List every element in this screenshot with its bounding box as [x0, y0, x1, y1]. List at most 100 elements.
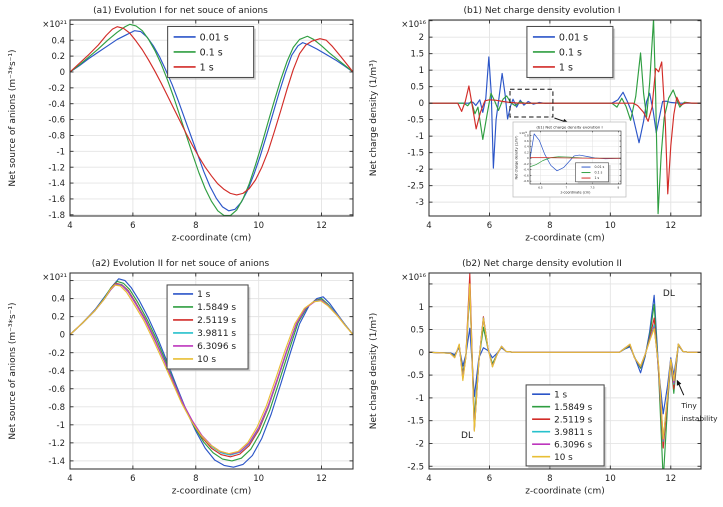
- x-axis-label: z-coordinate (cm): [525, 234, 605, 244]
- svg-text:0.5: 0.5: [410, 83, 424, 93]
- legend-box: 0.01 s0.1 s1 s: [526, 25, 616, 80]
- legend-entry: 6.3096 s: [197, 342, 236, 352]
- legend-entry: 3.9811 s: [554, 428, 593, 438]
- legend-entry: 1 s: [559, 62, 573, 73]
- svg-text:-1: -1: [416, 132, 424, 142]
- axis-ticks: [69, 273, 353, 469]
- inset-chart: 6.5 7 7.5 8 0.8 0.6 0.40.2 0 -0.2 -0.4-0.6 -0.8 (b1…: [515, 124, 622, 195]
- svg-text:10: 10: [253, 221, 264, 231]
- chart-b2: 4 6 8 10 12 1 0.5 0 -0.5 -1 -1.5 -2 -2.5 (b2) Net cha…: [369, 259, 718, 497]
- legend-entry: 10 s: [197, 355, 216, 365]
- svg-text:4: 4: [426, 221, 431, 231]
- panel-a2-net-source-evolution-2: 4 6 8 10 12 0.4 0.2 0 -0.2 -0.4 -0.6 -0.8 -1 -1.2 -1.4…: [0, 253, 361, 507]
- svg-text:0.4: 0.4: [51, 295, 65, 305]
- y-axis-label: Net charge density (1/m³): [369, 60, 379, 177]
- svg-text:-0.5: -0.5: [407, 371, 424, 381]
- svg-text:-1: -1: [57, 421, 65, 431]
- axis-multiplier: ×10²¹: [42, 20, 67, 30]
- svg-text:6: 6: [130, 221, 135, 231]
- annotation-text: Tiny: [680, 401, 697, 410]
- annotation-dashed-rect: [509, 88, 554, 118]
- svg-text:-0.6: -0.6: [48, 116, 65, 126]
- chart-a2: 4 6 8 10 12 0.4 0.2 0 -0.2 -0.4 -0.6 -0.8 -1 -1.2 -1.4…: [8, 259, 354, 497]
- y-axis-label: Net source of anions (m⁻³*s⁻¹): [8, 302, 18, 439]
- legend-entry: 2.5119 s: [554, 415, 593, 425]
- svg-text:0: 0: [527, 156, 529, 160]
- svg-text:-0.2: -0.2: [523, 162, 529, 166]
- svg-text:1.5: 1.5: [410, 50, 424, 60]
- svg-text:-2.5: -2.5: [407, 462, 424, 472]
- x-axis-label: z-coordinate (cm): [172, 487, 252, 497]
- svg-text:-1.5: -1.5: [407, 149, 424, 159]
- svg-text:2: 2: [419, 33, 424, 43]
- svg-text:10: 10: [605, 474, 616, 484]
- svg-text:-2: -2: [416, 165, 424, 175]
- plot-frame: [428, 19, 702, 217]
- legend-entry: 1 s: [554, 390, 567, 400]
- svg-text:0.2: 0.2: [51, 52, 65, 62]
- chart-title: (b1) Net charge density evolution I: [536, 124, 602, 129]
- axis-multiplier: ×10¹⁶: [401, 20, 426, 30]
- svg-text:-3: -3: [416, 198, 424, 208]
- legend-entry: 1.5849 s: [197, 303, 236, 313]
- series-1s: [70, 26, 353, 196]
- svg-text:1: 1: [419, 303, 424, 313]
- legend-entry: 1 s: [200, 62, 214, 73]
- svg-text:8: 8: [193, 474, 198, 484]
- x-axis-label: z-coordinate (cm): [525, 487, 605, 497]
- svg-text:12: 12: [316, 474, 327, 484]
- svg-text:0.2: 0.2: [51, 313, 65, 323]
- y-axis-label: Net source of anions (m⁻³*s⁻¹): [8, 49, 18, 186]
- x-axis-label: z-coordinate (cm): [172, 234, 252, 244]
- axis-ticks: [428, 20, 701, 216]
- annotation-text: DL: [461, 431, 473, 441]
- axis-multiplier: ×10¹⁴: [519, 131, 527, 135]
- svg-text:0: 0: [60, 331, 65, 341]
- legend-box: 1 s 1.5849 s 2.5119 s 3.9811 s 6.3096 s 10 s: [525, 384, 607, 469]
- svg-text:0.5: 0.5: [410, 326, 424, 336]
- legend-entry: 0.1 s: [559, 47, 582, 58]
- chart-a1: 4 6 8 10 12 0.4 0.2 0 -0.2 -0.4 -0.6 -0.8 -1 -1.2 -1.4…: [8, 6, 354, 244]
- legend-entry: 2.5119 s: [197, 316, 236, 326]
- legend-entry: 6.3096 s: [554, 440, 593, 450]
- y-axis-label: Net charge density (1/m³): [369, 313, 379, 430]
- series-lines: [530, 133, 621, 172]
- legend-entry: 3.9811 s: [197, 329, 236, 339]
- svg-text:-1.6: -1.6: [48, 195, 65, 205]
- inset-plot: 6.5 7 7.5 8 0.8 0.6 0.40.2 0 -0.2 -0.4-0.6 -0.8 (b1…: [512, 121, 627, 198]
- axis-multiplier: ×10²¹: [42, 273, 67, 283]
- svg-text:10: 10: [605, 221, 616, 231]
- svg-text:-1.2: -1.2: [48, 163, 65, 173]
- legend-entry: 1 s: [197, 290, 211, 300]
- annotation-text: instability: [681, 414, 718, 423]
- gridlines: [70, 273, 353, 469]
- svg-text:0.8: 0.8: [524, 133, 529, 137]
- axis-ticks: [69, 20, 353, 216]
- y-axis-label: Net charge density (1/m³): [515, 135, 519, 180]
- svg-text:-1.8: -1.8: [48, 211, 65, 221]
- svg-text:0: 0: [419, 99, 424, 109]
- legend-box: 0.01 s0.1 s1 s: [575, 162, 611, 184]
- svg-text:12: 12: [665, 221, 676, 231]
- plot-frame: [428, 272, 702, 470]
- svg-text:8: 8: [547, 221, 552, 231]
- svg-text:-0.8: -0.8: [523, 179, 529, 183]
- svg-text:-2.5: -2.5: [407, 182, 424, 192]
- svg-text:0.4: 0.4: [524, 145, 529, 149]
- annotation-arrowhead: [676, 379, 682, 386]
- svg-text:0.2: 0.2: [524, 150, 529, 154]
- svg-text:-2: -2: [416, 440, 424, 450]
- series-0.01s: [70, 30, 353, 212]
- svg-text:7: 7: [566, 186, 568, 190]
- plot-frame: [69, 19, 354, 217]
- chart-title: (a1) Evolution I for net souce of anions: [93, 6, 268, 16]
- series-1s: [429, 61, 701, 195]
- svg-text:-0.4: -0.4: [48, 100, 65, 110]
- svg-text:0: 0: [419, 348, 424, 358]
- svg-text:-0.6: -0.6: [523, 173, 529, 177]
- axis-ticks: [428, 273, 701, 469]
- svg-text:12: 12: [316, 221, 327, 231]
- svg-text:0.6: 0.6: [524, 139, 529, 143]
- x-axis-label: z-coordinate (cm): [561, 191, 592, 195]
- svg-text:4: 4: [67, 221, 72, 231]
